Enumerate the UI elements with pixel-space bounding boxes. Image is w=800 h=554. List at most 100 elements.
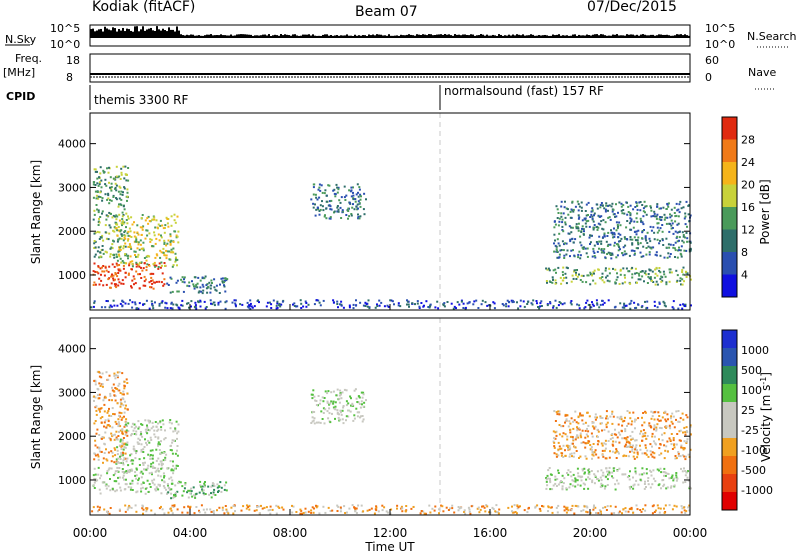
scatter-cell bbox=[683, 467, 685, 470]
nsky-sample bbox=[664, 34, 666, 38]
scatter-cell bbox=[102, 457, 105, 460]
scatter-cell bbox=[105, 300, 108, 302]
scatter-cell bbox=[576, 303, 579, 306]
nsky-sample bbox=[214, 35, 216, 38]
scatter-cell bbox=[386, 511, 389, 514]
scatter-cell bbox=[131, 422, 134, 425]
scatter-cell bbox=[119, 486, 122, 489]
scatter-cell bbox=[135, 255, 137, 258]
scatter-cell bbox=[656, 203, 659, 206]
scatter-cell bbox=[330, 199, 333, 202]
scatter-cell bbox=[609, 450, 611, 453]
scatter-cell bbox=[325, 207, 328, 210]
scatter-cell bbox=[608, 466, 611, 469]
scatter-cell bbox=[234, 304, 237, 307]
scatter-cell bbox=[660, 275, 663, 278]
nsky-sample bbox=[590, 35, 592, 38]
scatter-cell bbox=[588, 225, 591, 228]
scatter-cell bbox=[643, 229, 645, 231]
nsky-sample bbox=[534, 35, 536, 38]
scatter-cell bbox=[350, 397, 352, 400]
scatter-cell bbox=[103, 481, 106, 484]
scatter-cell bbox=[557, 454, 560, 457]
scatter-cell bbox=[661, 479, 664, 482]
scatter-cell bbox=[162, 459, 165, 462]
scatter-cell bbox=[570, 280, 573, 283]
scatter-cell bbox=[536, 302, 538, 305]
scatter-cell bbox=[481, 299, 484, 302]
scatter-cell bbox=[186, 491, 189, 494]
scatter-cell bbox=[633, 483, 636, 486]
scatter-cell bbox=[318, 210, 321, 212]
scatter-cell bbox=[582, 509, 585, 512]
scatter-cell bbox=[462, 307, 465, 309]
scatter-cell bbox=[171, 479, 174, 482]
scatter-cell bbox=[637, 241, 639, 244]
scatter-cell bbox=[299, 299, 302, 302]
scatter-cell bbox=[113, 461, 116, 464]
scatter-cell bbox=[607, 440, 610, 442]
scatter-cell bbox=[125, 404, 127, 407]
scatter-cell bbox=[687, 470, 689, 473]
scatter-cell bbox=[360, 400, 363, 403]
colorbar-frame bbox=[721, 329, 738, 511]
scatter-cell bbox=[103, 508, 106, 511]
scatter-cell bbox=[631, 266, 634, 269]
scatter-cell bbox=[126, 392, 129, 395]
scatter-cell bbox=[149, 240, 152, 243]
nsky-sample bbox=[642, 34, 644, 38]
scatter-cell bbox=[135, 265, 138, 268]
scatter-cell bbox=[597, 226, 600, 229]
scatter-cell bbox=[203, 300, 206, 303]
scatter-cell bbox=[115, 438, 118, 441]
scatter-cell bbox=[557, 483, 560, 486]
scatter-cell bbox=[675, 474, 678, 477]
scatter-cell bbox=[590, 306, 593, 309]
scatter-cell bbox=[408, 305, 410, 308]
scatter-cell bbox=[672, 232, 675, 235]
scatter-cell bbox=[582, 248, 585, 250]
scatter-cell bbox=[447, 509, 450, 511]
scatter-cell bbox=[575, 278, 578, 280]
scatter-cell bbox=[257, 505, 260, 508]
scatter-cell bbox=[101, 270, 104, 273]
scatter-cell bbox=[663, 213, 666, 216]
scatter-cell bbox=[654, 283, 657, 286]
scatter-cell bbox=[609, 438, 612, 441]
scatter-cell bbox=[93, 168, 96, 171]
scatter-cell bbox=[660, 219, 663, 221]
scatter-cell bbox=[127, 245, 130, 248]
scatter-cell bbox=[574, 238, 577, 241]
scatter-cell bbox=[676, 279, 679, 282]
scatter-cell bbox=[606, 484, 609, 486]
scatter-cell bbox=[659, 227, 662, 230]
scatter-cell bbox=[345, 511, 348, 514]
scatter-cell bbox=[122, 459, 125, 462]
scatter-cell bbox=[104, 231, 107, 234]
scatter-cell bbox=[200, 290, 203, 293]
scatter-cell bbox=[124, 407, 127, 410]
scatter-cell bbox=[155, 253, 158, 256]
scatter-cell bbox=[676, 433, 679, 435]
scatter-cell bbox=[118, 248, 121, 251]
scatter-cell bbox=[517, 506, 520, 509]
scatter-cell bbox=[149, 486, 152, 488]
scatter-cell bbox=[149, 465, 152, 468]
scatter-cell bbox=[166, 483, 169, 486]
scatter-cell bbox=[110, 467, 113, 470]
scatter-cell bbox=[562, 249, 565, 252]
nsky-sample bbox=[380, 34, 382, 38]
nsky-sample bbox=[354, 34, 356, 38]
scatter-cell bbox=[105, 448, 107, 451]
scatter-cell bbox=[655, 426, 658, 429]
scatter-cell bbox=[505, 302, 508, 305]
scatter-cell bbox=[117, 205, 120, 208]
scatter-cell bbox=[614, 488, 617, 491]
scatter-cell bbox=[174, 252, 177, 255]
scatter-cell bbox=[583, 307, 586, 310]
scatter-cell bbox=[121, 445, 124, 448]
scatter-cell bbox=[135, 491, 138, 494]
scatter-cell bbox=[103, 452, 106, 454]
nsky-sample bbox=[612, 34, 614, 38]
